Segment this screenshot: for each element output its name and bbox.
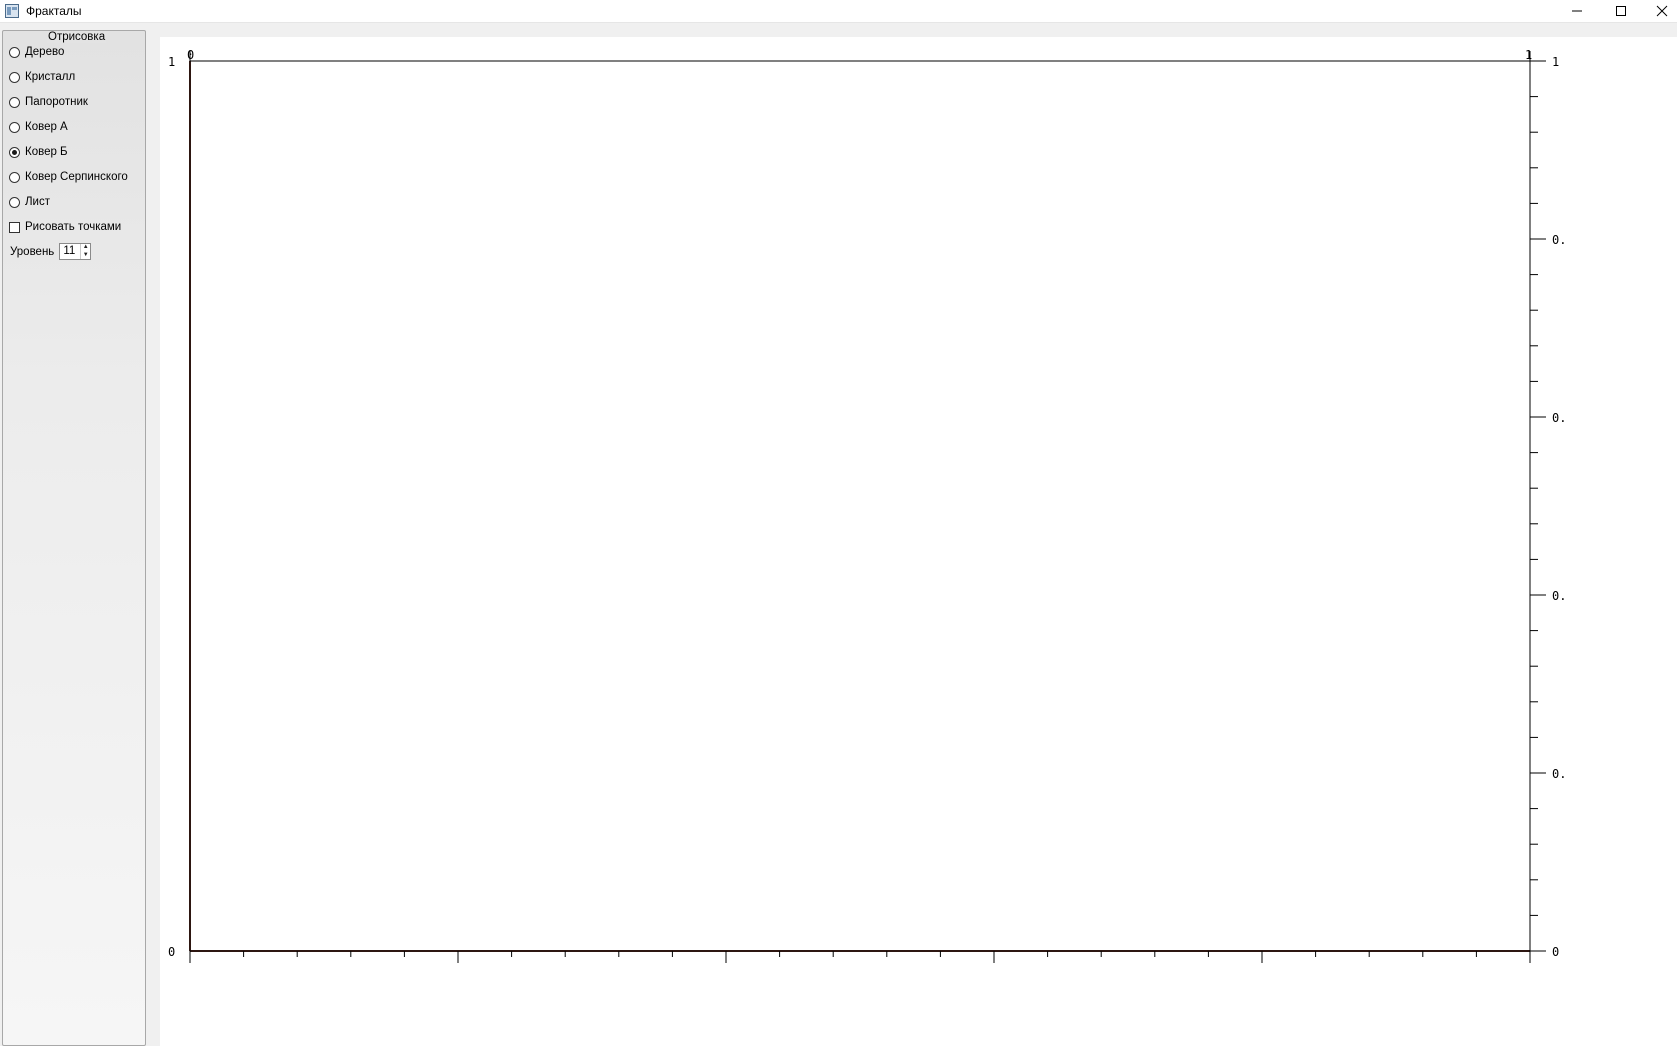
fractal-path (189, 61, 1530, 952)
radio-label: Лист (25, 196, 50, 208)
right-tick-label: 0. (1552, 233, 1566, 247)
checkbox-box[interactable] (9, 221, 20, 233)
maximize-icon (1616, 6, 1626, 16)
radio-indicator[interactable] (9, 96, 20, 108)
plot-canvas[interactable]: 0 1 1 0 1 0. 0. 0. 0. 0 (160, 37, 1677, 1046)
radio-label: Папоротник (25, 96, 88, 108)
left-bottom-tick-label: 0 (168, 945, 175, 959)
draw-dots-checkbox[interactable]: Рисовать точками (9, 218, 121, 236)
level-value[interactable]: 11 (63, 245, 76, 257)
minimize-icon (1572, 10, 1582, 12)
spin-arrows[interactable]: ▲ ▼ (80, 244, 90, 259)
radio-carpet-b[interactable]: Ковер Б (9, 143, 68, 161)
radio-indicator[interactable] (9, 171, 20, 183)
plot-axes: 0 1 1 0 1 0. 0. 0. 0. 0 (168, 48, 1566, 963)
fractal-plot: 0 1 1 0 1 0. 0. 0. 0. 0 (168, 48, 1566, 963)
right-tick-label: 0 (1552, 945, 1559, 959)
groupbox-title: Отрисовка (47, 31, 107, 43)
checkbox-label: Рисовать точками (25, 221, 122, 233)
spin-down-icon[interactable]: ▼ (82, 251, 89, 258)
title-bar: Фракталы (0, 0, 1677, 23)
app-icon (5, 4, 19, 18)
level-row: Уровень 11 ▲ ▼ (10, 243, 92, 260)
right-tick-label: 1 (1552, 55, 1559, 69)
close-icon (1656, 5, 1668, 17)
top-left-tick-label: 0 (187, 48, 194, 62)
minimize-button[interactable] (1555, 0, 1599, 22)
radio-label: Дерево (25, 46, 65, 58)
radio-indicator-checked[interactable] (9, 146, 20, 158)
radio-indicator[interactable] (9, 121, 20, 133)
radio-carpet-a[interactable]: Ковер А (9, 118, 68, 136)
radio-indicator[interactable] (9, 196, 20, 208)
radio-sierpinski-carpet[interactable]: Ковер Серпинского (9, 168, 128, 186)
right-tick-label: 0. (1552, 767, 1566, 781)
axis-ticks (189, 60, 1546, 963)
fractal-drawing (189, 61, 1530, 952)
spin-up-icon[interactable]: ▲ (82, 244, 89, 250)
top-right-tick-label: 1 (1525, 48, 1532, 62)
right-tick-label: 0. (1552, 411, 1566, 425)
radio-label: Ковер А (25, 121, 68, 133)
radio-leaf[interactable]: Лист (9, 193, 50, 211)
radio-label: Ковер Серпинского (25, 171, 128, 183)
right-tick-label: 0. (1552, 589, 1566, 603)
radio-label: Ковер Б (25, 146, 68, 158)
radio-tree[interactable]: Дерево (9, 43, 64, 61)
level-label: Уровень (10, 245, 55, 258)
level-spinbox[interactable]: 11 ▲ ▼ (59, 243, 92, 260)
radio-label: Кристалл (25, 71, 76, 83)
close-button[interactable] (1640, 0, 1677, 22)
radio-crystal[interactable]: Кристалл (9, 68, 75, 86)
left-top-tick-label: 1 (168, 55, 175, 69)
radio-indicator[interactable] (9, 71, 20, 83)
drawing-groupbox: Отрисовка Дерево Кристалл Папоротник Ков… (2, 30, 146, 1046)
window-title: Фракталы (26, 4, 82, 18)
maximize-button[interactable] (1599, 0, 1643, 22)
radio-fern[interactable]: Папоротник (9, 93, 88, 111)
radio-indicator[interactable] (9, 46, 20, 58)
